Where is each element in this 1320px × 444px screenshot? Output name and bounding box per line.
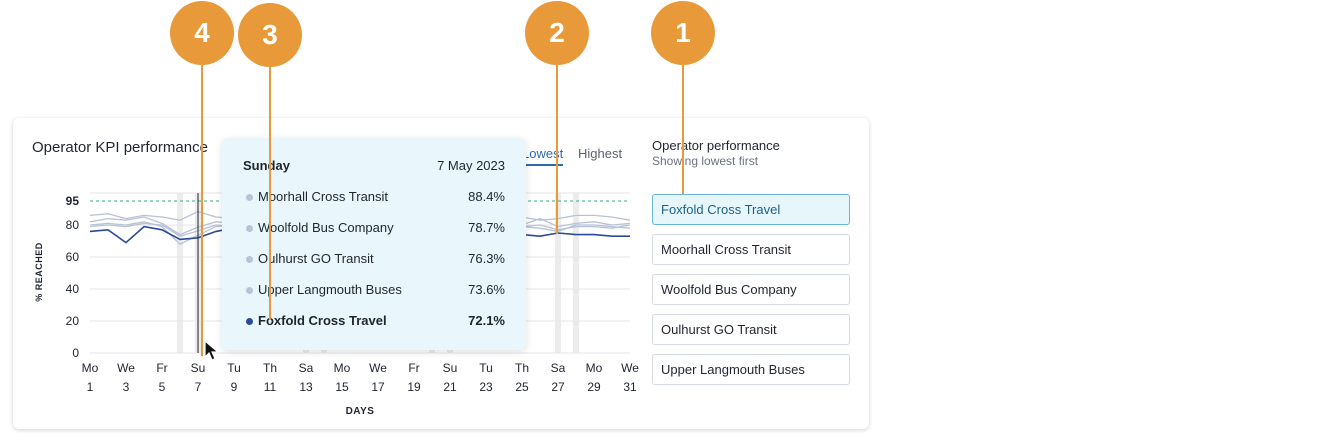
series-dot-icon [246, 256, 253, 263]
y-tick-label: 0 [72, 346, 79, 360]
x-tick-date-label: 1 [87, 380, 94, 394]
chart-title: Operator KPI performance [32, 139, 208, 156]
callout-badge-3: 3 [238, 3, 302, 67]
y-tick-label: 40 [66, 282, 80, 296]
x-tick-date-label: 3 [123, 380, 130, 394]
sort-highest-tab[interactable]: Highest [578, 146, 623, 161]
tooltip-row-name: Oulhurst GO Transit [258, 251, 374, 266]
x-tick-date-label: 13 [299, 380, 313, 394]
x-tick-day-label: We [621, 361, 639, 375]
x-tick-date-label: 25 [515, 380, 529, 394]
x-tick-day-label: Tu [227, 361, 241, 375]
operator-button-oulhurst[interactable]: Oulhurst GO Transit [652, 314, 850, 345]
tooltip-row: Upper Langmouth Buses 73.6% [243, 282, 505, 300]
series-dot-icon [246, 225, 253, 232]
y-tick-label: 95 [66, 194, 80, 208]
tooltip-row: Moorhall Cross Transit 88.4% [243, 189, 505, 207]
tooltip-row-value: 88.4% [468, 189, 505, 204]
operator-panel-subtitle: Showing lowest first [652, 154, 759, 168]
x-tick-date-label: 19 [407, 380, 421, 394]
operator-panel-title: Operator performance [652, 138, 780, 153]
tooltip-row-name: Woolfold Bus Company [258, 220, 394, 235]
tooltip-row: Oulhurst GO Transit 76.3% [243, 251, 505, 269]
series-dot-icon [246, 287, 253, 294]
callout-line [201, 62, 203, 356]
operator-list: Foxfold Cross Travel Moorhall Cross Tran… [652, 194, 850, 394]
x-tick-day-label: Tu [479, 361, 493, 375]
x-tick-date-label: 9 [231, 380, 238, 394]
y-tick-label: 80 [66, 218, 80, 232]
x-tick-day-label: Th [515, 361, 529, 375]
x-tick-date-label: 27 [551, 380, 565, 394]
x-tick-day-label: We [117, 361, 135, 375]
y-tick-label: 60 [66, 250, 80, 264]
x-tick-day-label: Th [263, 361, 277, 375]
tooltip-row-value: 76.3% [468, 251, 505, 266]
x-tick-date-label: 11 [264, 380, 277, 394]
x-tick-date-label: 21 [443, 380, 457, 394]
x-tick-date-label: 5 [159, 380, 166, 394]
chart-tooltip: Sunday 7 May 2023 Moorhall Cross Transit… [222, 138, 526, 350]
tooltip-row-value: 72.1% [468, 313, 505, 328]
tooltip-row-name: Upper Langmouth Buses [258, 282, 402, 297]
x-tick-day-label: Mo [586, 361, 603, 375]
x-tick-date-label: 23 [479, 380, 493, 394]
x-tick-day-label: Sa [551, 361, 566, 375]
weekend-band [555, 193, 561, 353]
operator-button-foxfold[interactable]: Foxfold Cross Travel [652, 194, 850, 225]
tooltip-row-name: Moorhall Cross Transit [258, 189, 389, 204]
x-tick-date-label: 17 [371, 380, 385, 394]
y-axis-label: % REACHED [34, 242, 44, 302]
mouse-cursor-icon [204, 339, 220, 361]
x-tick-day-label: Sa [299, 361, 314, 375]
operator-button-moorhall[interactable]: Moorhall Cross Transit [652, 234, 850, 265]
x-tick-day-label: Su [191, 361, 206, 375]
x-tick-day-label: We [369, 361, 387, 375]
callout-line [556, 62, 558, 234]
tooltip-row-highlighted: Foxfold Cross Travel 72.1% [243, 313, 505, 331]
x-tick-day-label: Mo [334, 361, 351, 375]
weekend-band [177, 193, 183, 353]
x-tick-day-label: Mo [82, 361, 99, 375]
tooltip-row: Woolfold Bus Company 78.7% [243, 220, 505, 238]
operator-button-langmouth[interactable]: Upper Langmouth Buses [652, 354, 850, 385]
tooltip-row-value: 73.6% [468, 282, 505, 297]
tooltip-date: 7 May 2023 [437, 158, 505, 173]
x-axis-label: DAYS [346, 406, 375, 417]
series-dot-icon [246, 318, 253, 325]
x-tick-date-label: 7 [195, 380, 202, 394]
tooltip-row-value: 78.7% [468, 220, 505, 235]
x-tick-date-label: 31 [623, 380, 637, 394]
operator-button-woolfold[interactable]: Woolfold Bus Company [652, 274, 850, 305]
tooltip-day: Sunday [243, 158, 290, 173]
callout-badge-4: 4 [170, 1, 234, 65]
series-dot-icon [246, 194, 253, 201]
callout-badge-2: 2 [525, 1, 589, 65]
x-tick-date-label: 15 [335, 380, 349, 394]
tooltip-row-name: Foxfold Cross Travel [258, 313, 387, 328]
callout-badge-1: 1 [651, 1, 715, 65]
y-tick-label: 20 [66, 314, 80, 328]
x-tick-day-label: Su [443, 361, 458, 375]
callout-line [269, 64, 271, 320]
x-tick-day-label: Fr [408, 361, 419, 375]
x-tick-day-label: Fr [156, 361, 167, 375]
callout-line [682, 62, 684, 194]
x-tick-date-label: 29 [587, 380, 601, 394]
sort-lowest-tab[interactable]: Lowest [522, 146, 564, 166]
weekend-band [573, 193, 579, 353]
